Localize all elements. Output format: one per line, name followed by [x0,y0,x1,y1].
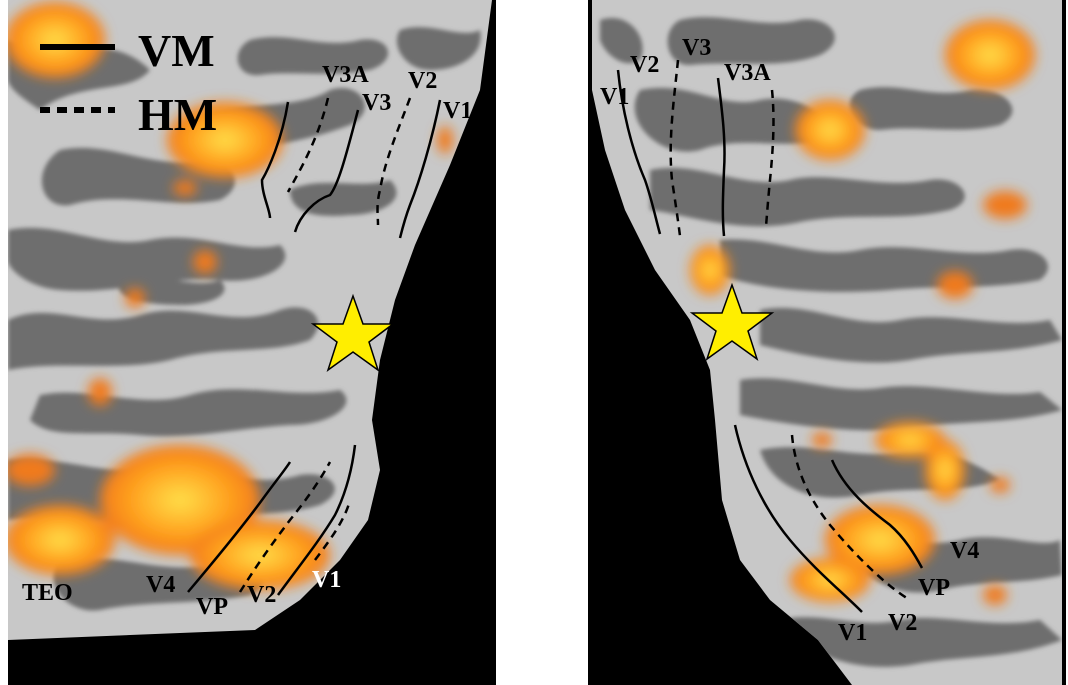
legend: VM HM [40,25,217,140]
left-label-v3a: V3A [322,62,369,88]
left-hemisphere-panel: VM HM V3A V3 V2 V1 TEO V4 VP V2 V1 [8,0,496,685]
left-label-vp: VP [196,594,228,620]
left-v1-hm-line [313,499,352,561]
right-label-v3: V3 [682,35,711,61]
left-v3a-hm-line [286,97,330,193]
right-v3-vm-line [716,77,726,237]
right-label-v1-bottom: V1 [838,620,867,646]
right-v3a-hm-line [764,89,775,227]
left-lower-boundaries [187,444,357,596]
star-marker-left [310,293,396,372]
left-vp-hm-line [238,461,332,593]
left-label-v3: V3 [362,90,391,116]
right-hemisphere-panel: V1 V2 V3 V3A V4 VP V1 V2 [588,0,1066,685]
right-v1-vm-line [616,69,662,235]
right-v2-hm-line [669,59,682,237]
left-v3a-vm-line [260,101,290,219]
right-label-v3a: V3A [724,60,771,86]
left-v1-vm-line [398,99,442,239]
legend-vm-label: VM [138,25,215,76]
right-label-vp: VP [918,575,950,601]
left-label-v2-top: V2 [408,68,437,94]
left-v3-vm-line [293,109,360,233]
right-upper-boundaries [616,59,775,237]
star-marker-right [689,282,775,361]
right-v4-vm-line [830,459,924,569]
legend-hm-label: HM [138,89,217,140]
left-upper-boundaries [260,97,442,239]
right-v2-lower-hm-line [790,434,911,602]
right-label-v4: V4 [950,538,979,564]
left-sulci-pattern [8,27,481,611]
left-v2-vm-line [276,444,357,596]
right-lower-boundaries [733,424,924,613]
right-label-v2-top: V2 [630,52,659,78]
left-v4-vm-line [187,461,292,593]
right-label-v2-bottom: V2 [888,610,917,636]
left-label-v2-bottom: V2 [247,582,276,608]
left-label-teo: TEO [22,580,73,606]
right-label-v1-top: V1 [600,84,629,110]
left-label-v1-top: V1 [443,98,472,124]
left-label-v1-bottom: V1 [312,567,341,593]
left-label-v4: V4 [146,572,175,598]
right-v1-lower-vm-line [733,424,863,613]
